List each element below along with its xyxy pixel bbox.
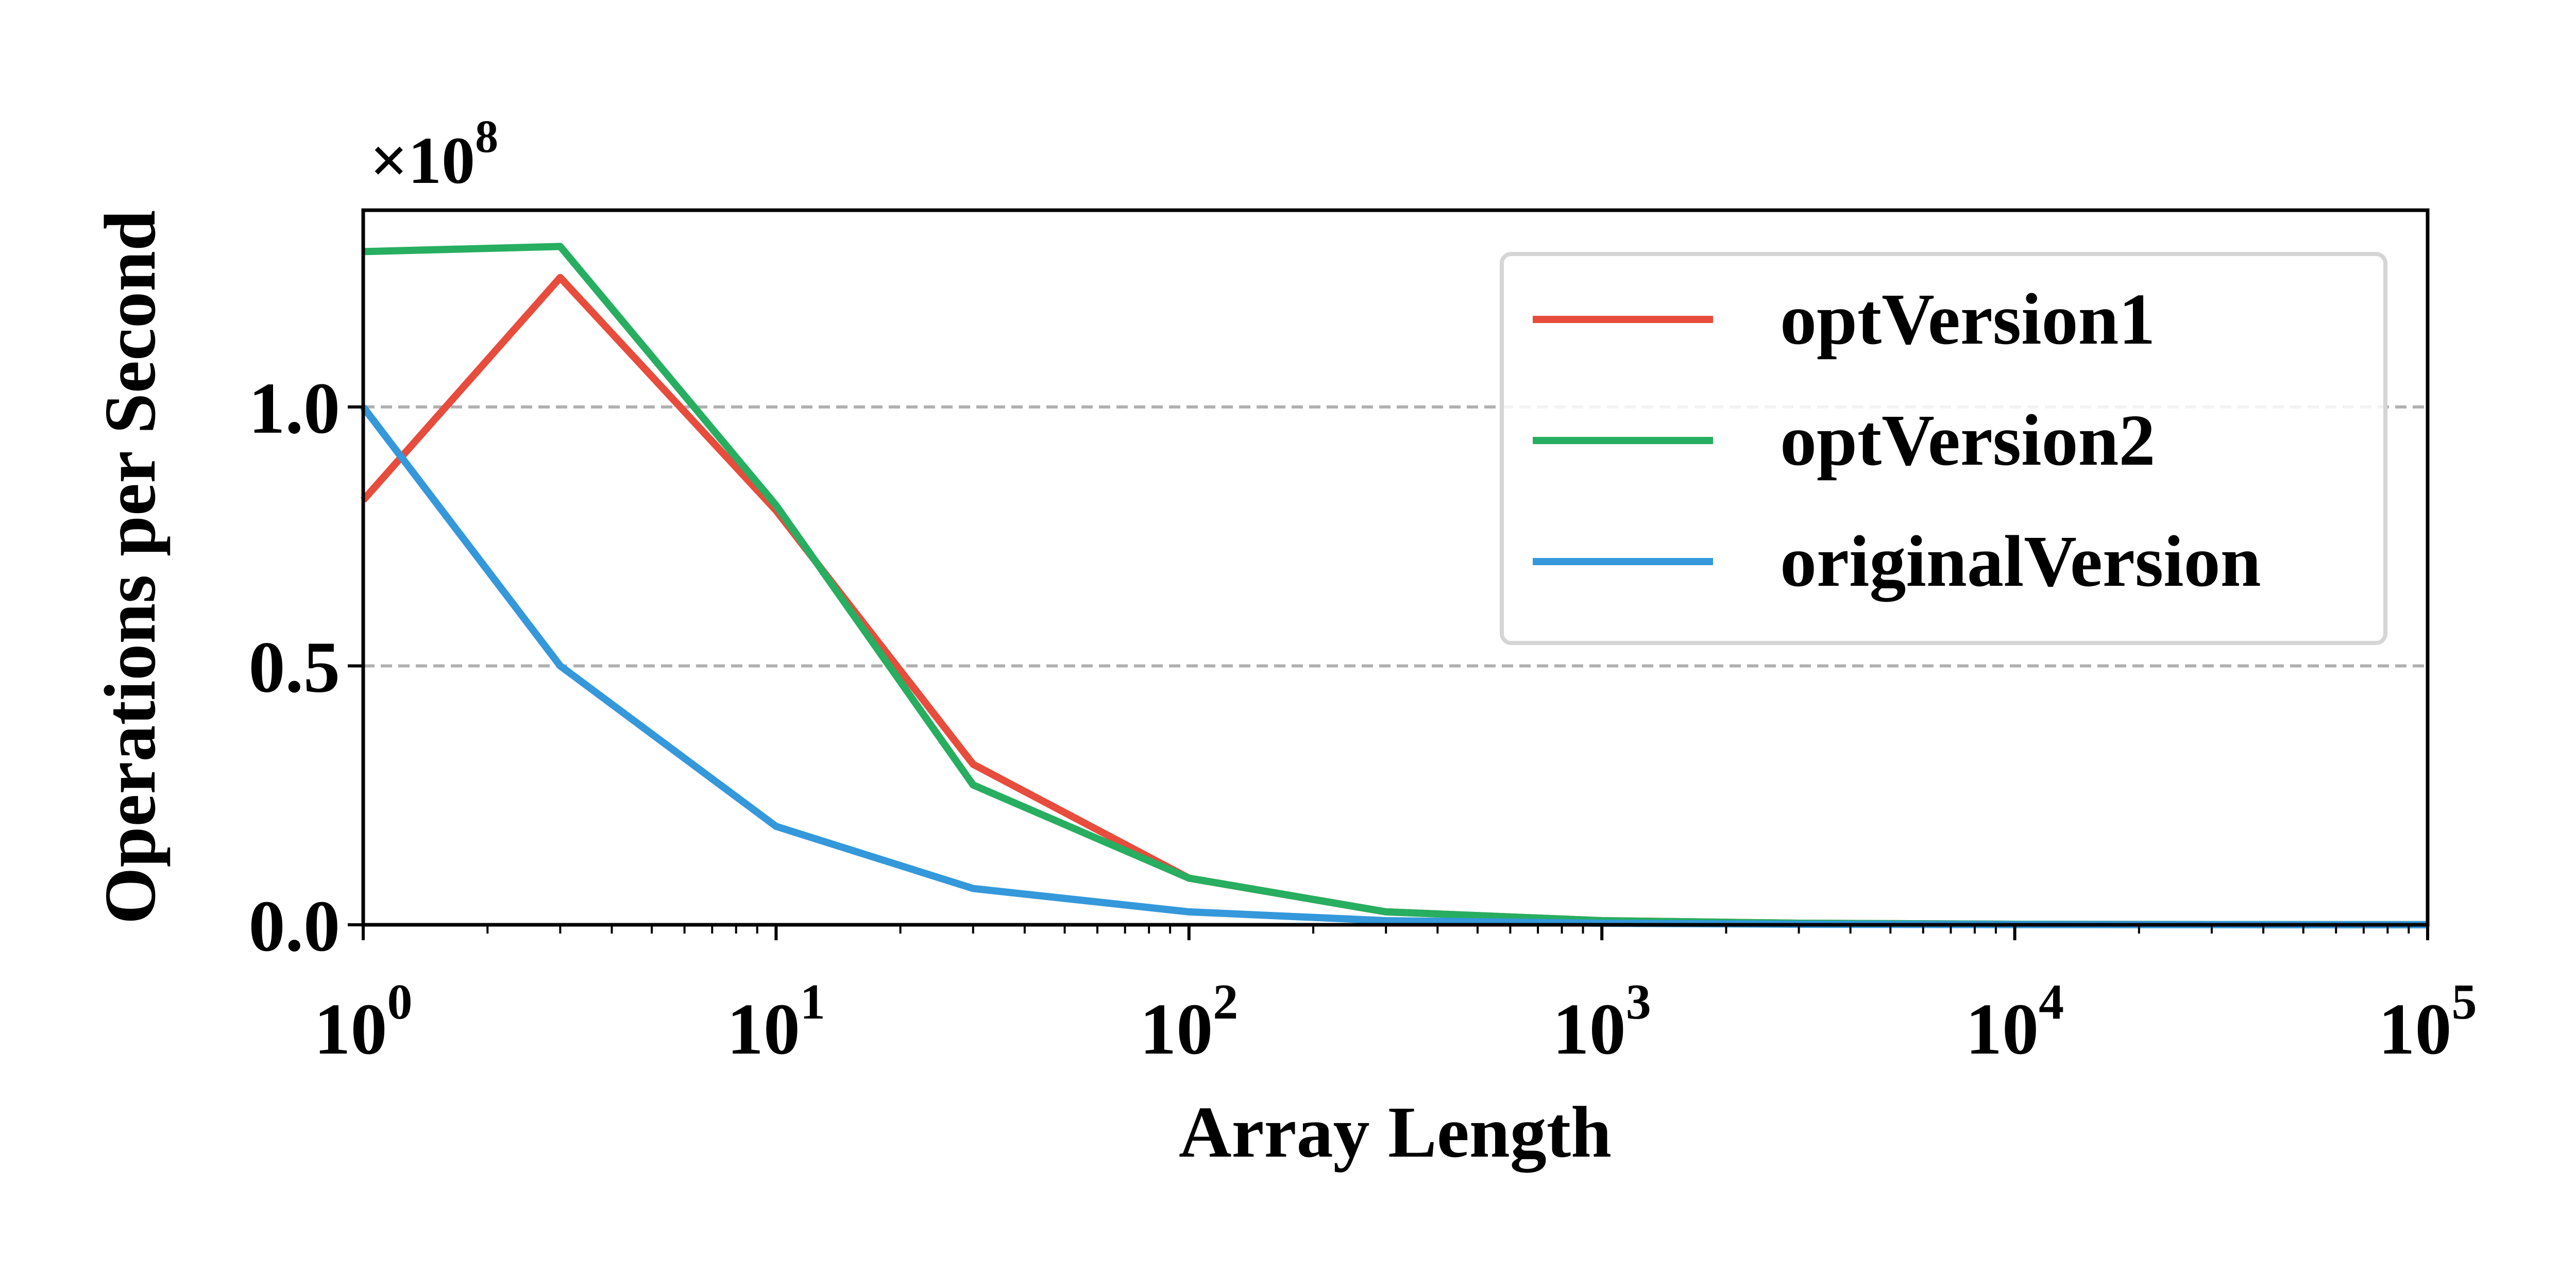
legend: optVersion1 optVersion2 originalVersion (1500, 252, 2387, 645)
x-tick-label: 102 (1140, 974, 1238, 1070)
legend-label-optVersion1: optVersion1 (1780, 278, 2156, 360)
y-multiplier-base: ×10 (370, 124, 475, 198)
x-tick-label: 100 (314, 974, 413, 1070)
x-axis-label: Array Length (1179, 1091, 1612, 1173)
x-tick-label: 105 (2379, 974, 2477, 1070)
y-tick-label: 1.0 (249, 367, 341, 449)
y-multiplier-label: ×108 (370, 111, 498, 198)
x-tick-label: 101 (727, 974, 825, 1070)
legend-label-originalVersion: originalVersion (1780, 520, 2261, 602)
axis-ticks: 100 101 102 103 104 105 0.0 0.5 1.0 (249, 367, 2477, 1070)
x-tick-label: 103 (1553, 974, 1651, 1070)
y-tick-label: 0.5 (249, 626, 341, 707)
legend-label-optVersion2: optVersion2 (1780, 399, 2156, 481)
y-tick-label: 0.0 (249, 885, 341, 967)
y-multiplier-exponent: 8 (475, 111, 498, 162)
plot-area-frame (361, 208, 2430, 927)
legend-box (1500, 252, 2387, 645)
y-axis-label: Operations per Second (89, 210, 171, 924)
x-tick-label: 104 (1965, 974, 2064, 1070)
